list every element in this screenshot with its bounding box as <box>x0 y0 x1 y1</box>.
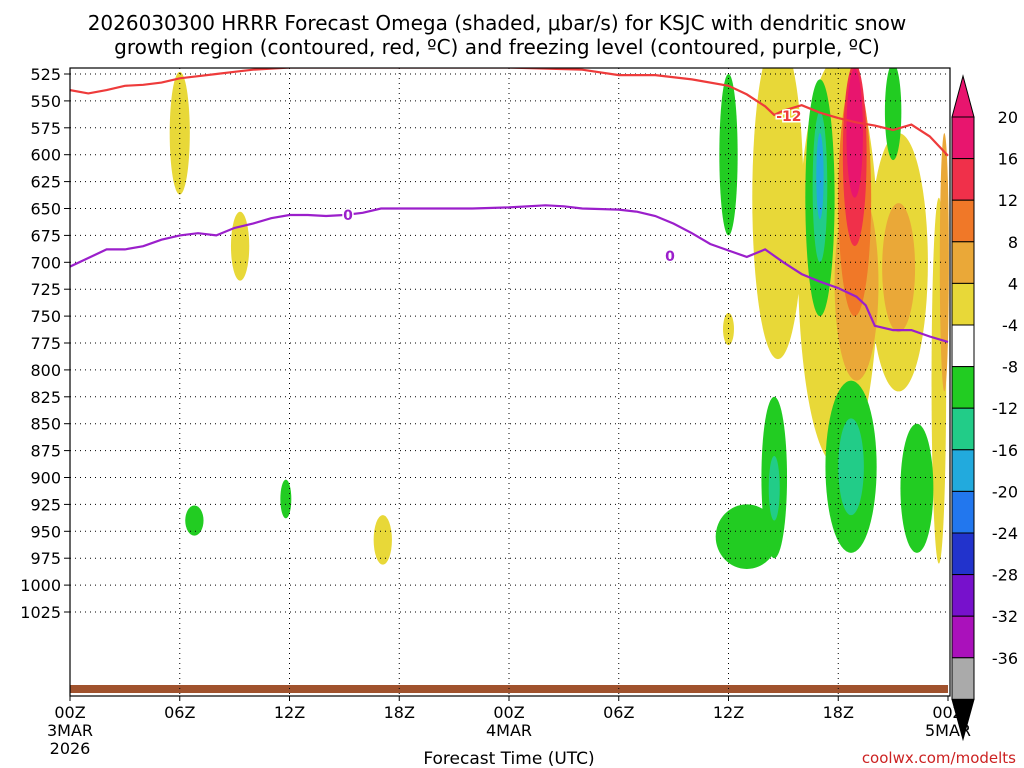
colorbar-swatch-10 <box>951 532 975 576</box>
colorbar-label-6: -8 <box>1002 358 1018 377</box>
colorbar-top-arrow <box>951 74 975 118</box>
omega-region-13 <box>846 68 863 198</box>
colorbar-bottom-arrow <box>951 698 975 742</box>
colorbar-swatch-8 <box>951 449 975 492</box>
omega-region-4 <box>752 68 804 360</box>
contour-labels: -12 0 0 <box>342 107 803 266</box>
colorbar-label-8: -16 <box>992 441 1018 460</box>
y-tick-label-900: 900 <box>30 469 61 488</box>
chart-title-line-1: 2026030300 HRRR Forecast Omega (shaded, … <box>88 11 907 35</box>
x-tick-label-4: 00Z <box>493 703 524 722</box>
y-tick-label-825: 825 <box>30 388 61 407</box>
x-tick-label-3: 18Z <box>384 703 415 722</box>
y-tick-label-925: 925 <box>30 495 61 514</box>
y-tick-label-950: 950 <box>30 522 61 541</box>
y-tick-label-600: 600 <box>30 146 61 165</box>
omega-region-18 <box>884 68 902 161</box>
y-tick-label-625: 625 <box>30 173 61 192</box>
colorbar-swatch-5 <box>951 324 975 368</box>
x-tick-date-0: 3MAR <box>47 721 93 740</box>
y-tick-label-675: 675 <box>30 226 61 245</box>
colorbar-label-7: -12 <box>992 399 1018 418</box>
contour-freezing-level <box>70 204 949 343</box>
x-tick-label-7: 18Z <box>823 703 854 722</box>
colorbar-label-10: -24 <box>992 524 1018 543</box>
contour-lines <box>70 68 949 343</box>
omega-region-16 <box>719 74 738 236</box>
x-axis-label: Forecast Time (UTC) <box>423 749 594 768</box>
colorbar: 20 16 12 8 4 -4 -8 -12 -16 -20 -24 -28 -32 -36 <box>951 74 1018 742</box>
colorbar-label-5: -4 <box>1002 316 1018 335</box>
y-tick-label-875: 875 <box>30 442 61 461</box>
y-tick-label-750: 750 <box>30 307 61 326</box>
colorbar-swatch-7 <box>951 407 975 451</box>
omega-region-25 <box>768 455 780 521</box>
dgz-label: -12 <box>776 109 801 125</box>
x-tick-year-0: 2026 <box>50 739 91 758</box>
omega-region-19 <box>715 504 778 569</box>
x-tick-label-0: 00Z <box>54 703 85 722</box>
y-tick-label-775: 775 <box>30 334 61 353</box>
colorbar-swatch-4 <box>951 282 975 326</box>
omega-region-9 <box>882 203 916 333</box>
y-tick-label-725: 725 <box>30 280 61 299</box>
plot-frame <box>69 67 951 697</box>
colorbar-swatch-3 <box>951 241 975 284</box>
omega-region-3 <box>723 312 734 346</box>
y-axis-ticks: 525 550 575 600 625 650 675 700 725 750 775 800 825 8… <box>20 65 70 622</box>
colorbar-label-12: -32 <box>992 607 1018 626</box>
y-tick-label-850: 850 <box>30 415 61 434</box>
contour-dendritic-growth <box>70 68 949 157</box>
x-tick-label-1: 06Z <box>164 703 195 722</box>
y-tick-label-550: 550 <box>30 92 61 111</box>
credit-text: coolwx.com/modelts <box>862 749 1016 767</box>
omega-region-10 <box>939 133 949 392</box>
omega-region-24 <box>838 418 864 516</box>
colorbar-label-9: -20 <box>992 482 1018 501</box>
colorbar-swatch-1 <box>951 158 975 201</box>
y-tick-label-650: 650 <box>30 200 61 219</box>
y-tick-label-975: 975 <box>30 549 61 568</box>
freezing-label-1: 0 <box>343 208 353 224</box>
x-tick-label-6: 12Z <box>713 703 744 722</box>
chart-title-line-2: growth region (contoured, red, ºC) and f… <box>114 35 880 59</box>
colorbar-label-13: -36 <box>992 649 1018 668</box>
colorbar-label-3: 8 <box>1008 233 1018 252</box>
y-tick-label-1000: 1000 <box>20 576 61 595</box>
x-tick-label-2: 12Z <box>274 703 305 722</box>
y-tick-label-575: 575 <box>30 119 61 138</box>
colorbar-swatch-6 <box>951 366 975 409</box>
y-tick-label-525: 525 <box>30 65 61 84</box>
omega-region-14 <box>185 505 204 536</box>
y-tick-label-700: 700 <box>30 253 61 272</box>
colorbar-label-11: -28 <box>992 566 1018 585</box>
colorbar-swatch-13 <box>951 657 975 700</box>
omega-region-15 <box>280 479 292 519</box>
colorbar-swatch-0 <box>951 116 975 160</box>
freezing-label-2: 0 <box>665 249 675 265</box>
colorbar-swatch-2 <box>951 199 975 243</box>
y-tick-label-1025: 1025 <box>20 603 61 622</box>
colorbar-label-1: 16 <box>998 150 1018 169</box>
colorbar-swatch-9 <box>951 490 975 534</box>
colorbar-label-2: 12 <box>998 191 1018 210</box>
colorbar-swatch-11 <box>951 574 975 617</box>
x-tick-date-4: 4MAR <box>486 721 532 740</box>
colorbar-label-0: 20 <box>998 108 1018 127</box>
omega-region-22 <box>900 423 934 553</box>
omega-region-2 <box>373 515 392 565</box>
x-tick-label-5: 06Z <box>603 703 634 722</box>
omega-region-1 <box>230 211 250 281</box>
omega-region-26 <box>816 133 824 220</box>
y-tick-label-800: 800 <box>30 361 61 380</box>
colorbar-swatch-12 <box>951 615 975 659</box>
colorbar-label-4: 4 <box>1008 274 1018 293</box>
